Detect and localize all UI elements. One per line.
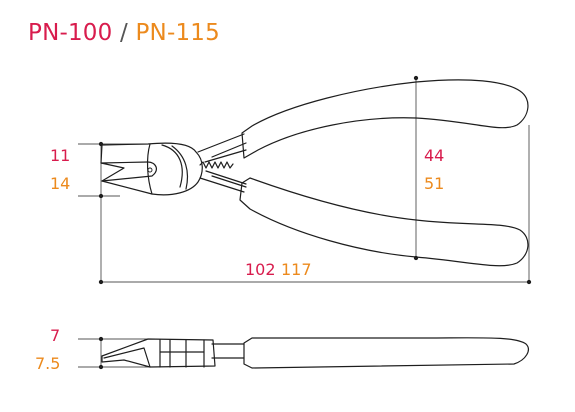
length-pn100: 102: [245, 260, 276, 279]
title: PN-100 / PN-115: [28, 20, 220, 46]
pliers-top-view: [100, 79, 529, 267]
dimension-lines: [78, 75, 532, 370]
model-pn115: PN-115: [135, 20, 220, 46]
side-head: [101, 338, 216, 368]
cutter-head: [100, 142, 203, 196]
jaw-width-pn115: 14: [50, 174, 71, 193]
spring: [199, 161, 234, 169]
handle-span-pn100: 44: [424, 146, 445, 165]
handle-span-pn115: 51: [424, 174, 445, 193]
pivot-screw: [147, 167, 153, 173]
lower-handle: [239, 177, 529, 267]
jaw-bevel: [146, 143, 153, 195]
upper-neck: [197, 133, 247, 163]
pivot-inner: [171, 145, 189, 190]
thickness-pn100: 7: [50, 326, 61, 345]
jaw-width-pn100: 11: [50, 146, 71, 165]
model-pn100: PN-100: [28, 20, 113, 46]
upper-handle: [241, 79, 529, 159]
side-joint-lines: [159, 339, 205, 368]
lower-neck: [199, 170, 247, 193]
side-neck: [211, 343, 245, 359]
length-pn115: 117: [281, 260, 312, 279]
side-blade: [103, 347, 151, 368]
pliers-side-view: [101, 337, 529, 369]
thickness-pn115: 7.5: [35, 354, 61, 373]
pivot-ring: [161, 144, 183, 188]
side-handle: [243, 337, 529, 369]
title-separator: /: [112, 20, 136, 46]
